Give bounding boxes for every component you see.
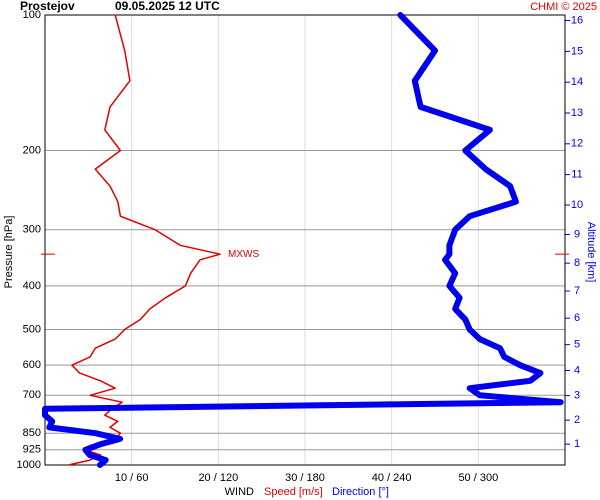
max-wind-label: MXWS — [228, 249, 259, 260]
station: Prostejov — [20, 0, 75, 13]
x-tick-label: 50 / 300 — [458, 472, 498, 484]
x-tick-label: 40 / 240 — [372, 472, 412, 484]
y2-tick-label: 13 — [571, 107, 583, 119]
y2-tick-label: 4 — [574, 364, 580, 376]
x-tick-label: 20 / 120 — [198, 472, 238, 484]
credit: CHMI © 2025 — [530, 1, 597, 13]
y-tick-label: 700 — [23, 389, 41, 401]
y2-tick-label: 5 — [574, 339, 580, 351]
y-tick-label: 400 — [23, 280, 41, 292]
y2-tick-label: 7 — [574, 285, 580, 297]
y-tick-label: 300 — [23, 224, 41, 236]
plot-frame — [44, 14, 566, 466]
y-tick-label: 100 — [23, 9, 41, 21]
legend-direction: Direction [°] — [332, 486, 389, 498]
y2-tick-label: 6 — [574, 312, 580, 324]
y2-tick-label: 9 — [574, 228, 580, 240]
y2-tick-label: 14 — [571, 76, 583, 88]
y2-tick-label: 16 — [571, 14, 583, 26]
y-axis-label: Pressure [hPa] — [3, 216, 15, 289]
y2-tick-label: 8 — [574, 257, 580, 269]
y2-tick-label: 10 — [571, 199, 583, 211]
x-tick-label: 10 / 60 — [115, 472, 149, 484]
x-axis-label: WIND — [225, 486, 254, 498]
y2-tick-label: 11 — [571, 169, 582, 181]
y-tick-label: 1000 — [17, 459, 41, 471]
y2-tick-label: 3 — [574, 390, 580, 402]
y2-tick-label: 2 — [574, 414, 580, 426]
y2-tick-label: 12 — [571, 138, 583, 150]
y-tick-label: 850 — [23, 427, 41, 439]
x-tick-label: 30 / 180 — [285, 472, 325, 484]
y-tick-label: 600 — [23, 359, 41, 371]
y2-axis-label: Altitude [km] — [585, 222, 597, 283]
y-tick-label: 925 — [23, 444, 41, 456]
y-tick-label: 500 — [23, 323, 41, 335]
y-tick-label: 200 — [23, 144, 41, 156]
time: 09.05.2025 12 UTC — [115, 0, 220, 13]
profile-line — [42, 12, 564, 468]
profile-line — [67, 14, 221, 466]
y2-tick-label: 15 — [571, 45, 583, 57]
y2-tick-label: 1 — [574, 438, 580, 450]
legend-speed: Speed [m/s] — [264, 486, 323, 498]
